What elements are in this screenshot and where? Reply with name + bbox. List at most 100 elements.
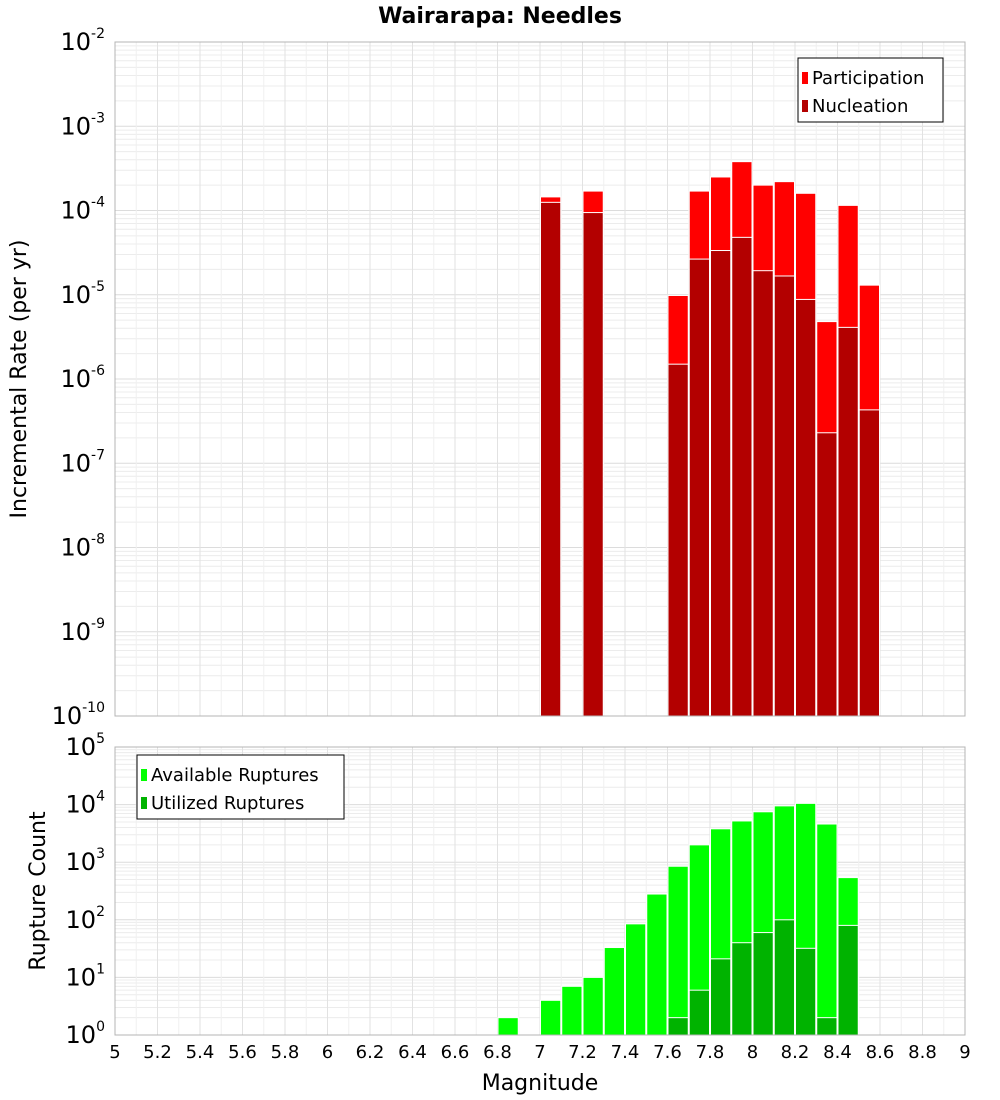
y-tick-exponent: -3 — [91, 110, 105, 126]
y-tick-label: 10-6 — [60, 363, 105, 393]
x-tick-label: 5.8 — [271, 1042, 300, 1063]
legend: Participation Nucleation — [797, 57, 944, 123]
bar-available-ruptures — [497, 1017, 519, 1036]
y-tick-exponent: -9 — [91, 616, 105, 632]
y-tick-exponent: 3 — [96, 846, 105, 862]
y-tick-label: 100 — [66, 1019, 105, 1049]
x-tick-label: 6.4 — [398, 1042, 427, 1063]
bar-available-ruptures — [561, 985, 583, 1036]
bar-nucleation — [688, 258, 710, 717]
x-tick-label: 7.2 — [568, 1042, 597, 1063]
bar-utilized-ruptures — [837, 924, 859, 1036]
y-tick-label: 104 — [66, 789, 106, 819]
x-tick-label: 6.8 — [483, 1042, 512, 1063]
y-tick-exponent: 4 — [96, 789, 105, 805]
x-tick-label: 6.2 — [356, 1042, 385, 1063]
bar-nucleation — [837, 326, 859, 717]
y-tick-exponent: -10 — [82, 700, 105, 716]
x-tick-label: 8.8 — [908, 1042, 937, 1063]
x-tick-label: 7.8 — [696, 1042, 725, 1063]
x-tick-label: 5.6 — [228, 1042, 257, 1063]
y-axis-label: Incremental Rate (per yr) — [7, 240, 32, 519]
x-tick-label: 5.4 — [186, 1042, 215, 1063]
x-tick-label: 8.4 — [823, 1042, 852, 1063]
y-tick-exponent: -4 — [91, 195, 105, 211]
legend-label: Participation — [812, 68, 924, 89]
plot-border — [114, 41, 966, 717]
plot-border — [114, 746, 966, 1036]
y-tick-label: 10-9 — [60, 616, 105, 646]
y-tick-label: 105 — [66, 731, 105, 761]
x-tick-label: 5.2 — [143, 1042, 172, 1063]
bar-nucleation — [731, 236, 753, 717]
y-tick-exponent: 5 — [96, 731, 105, 747]
x-tick-label: 9 — [959, 1042, 970, 1063]
legend-swatch — [802, 72, 808, 84]
y-tick-exponent: -2 — [91, 26, 105, 42]
y-tick-label: 10-2 — [60, 26, 105, 56]
bar-utilized-ruptures — [773, 919, 795, 1036]
x-tick-label: 8 — [747, 1042, 758, 1063]
legend-label: Utilized Ruptures — [151, 793, 304, 814]
bar-utilized-ruptures — [795, 947, 817, 1036]
bar-utilized-ruptures — [667, 1017, 689, 1036]
bar-nucleation — [795, 298, 817, 717]
y-tick-exponent: 2 — [96, 904, 105, 920]
bar-utilized-ruptures — [710, 958, 732, 1036]
bar-nucleation — [752, 270, 774, 717]
legend-box — [136, 754, 345, 820]
y-tick-exponent: 1 — [96, 961, 105, 977]
y-tick-label: 103 — [66, 846, 105, 876]
bar-nucleation — [582, 212, 604, 717]
y-tick-label: 10-3 — [60, 110, 105, 140]
x-tick-label: 7 — [534, 1042, 545, 1063]
y-tick-exponent: -7 — [91, 447, 105, 463]
bar-available-ruptures — [540, 999, 562, 1036]
y-tick-exponent: -6 — [91, 363, 105, 379]
y-tick-label: 102 — [66, 904, 105, 934]
legend-box — [797, 57, 944, 123]
y-tick-label: 10-10 — [52, 700, 105, 730]
y-tick-label: 10-4 — [60, 195, 105, 225]
legend-label: Nucleation — [812, 96, 908, 117]
legend-swatch — [802, 100, 808, 112]
x-axis-label: Magnitude — [482, 1071, 599, 1096]
x-tick-label: 8.2 — [781, 1042, 810, 1063]
bar-nucleation — [858, 409, 880, 717]
bar-nucleation — [540, 201, 562, 717]
bar-utilized-ruptures — [752, 932, 774, 1036]
bar-utilized-ruptures — [816, 1017, 838, 1036]
bar-nucleation — [667, 363, 689, 717]
x-tick-label: 6 — [322, 1042, 333, 1063]
bar-available-ruptures — [646, 893, 668, 1036]
y-tick-label: 10-5 — [60, 279, 105, 309]
chart-title: Wairarapa: Needles — [378, 4, 622, 29]
y-tick-label: 10-8 — [60, 532, 105, 562]
bar-nucleation — [710, 250, 732, 717]
y-tick-label: 101 — [66, 961, 105, 991]
bar-available-ruptures — [816, 823, 838, 1036]
y-tick-exponent: 0 — [96, 1019, 105, 1035]
bar-nucleation — [816, 432, 838, 717]
legend-swatch — [141, 797, 147, 809]
legend-label: Available Ruptures — [151, 765, 319, 786]
legend: Available Ruptures Utilized Ruptures — [136, 754, 345, 820]
bar-available-ruptures — [667, 865, 689, 1036]
x-tick-label: 5 — [109, 1042, 120, 1063]
x-tick-label: 7.4 — [611, 1042, 640, 1063]
bar-available-ruptures — [582, 976, 604, 1036]
legend-swatch — [141, 769, 147, 781]
x-tick-label: 7.6 — [653, 1042, 682, 1063]
x-tick-label: 6.6 — [441, 1042, 470, 1063]
bar-utilized-ruptures — [731, 942, 753, 1036]
y-axis-label: Rupture Count — [26, 811, 51, 971]
bar-utilized-ruptures — [688, 989, 710, 1036]
y-tick-label: 10-7 — [60, 447, 105, 477]
bar-nucleation — [773, 275, 795, 717]
rate-panel: 10-10 10-9 10-8 10-7 10-6 10-5 10-4 10-3 10-2 Inc… — [7, 26, 966, 730]
y-tick-exponent: -8 — [91, 532, 105, 548]
bar-available-ruptures — [625, 923, 647, 1036]
